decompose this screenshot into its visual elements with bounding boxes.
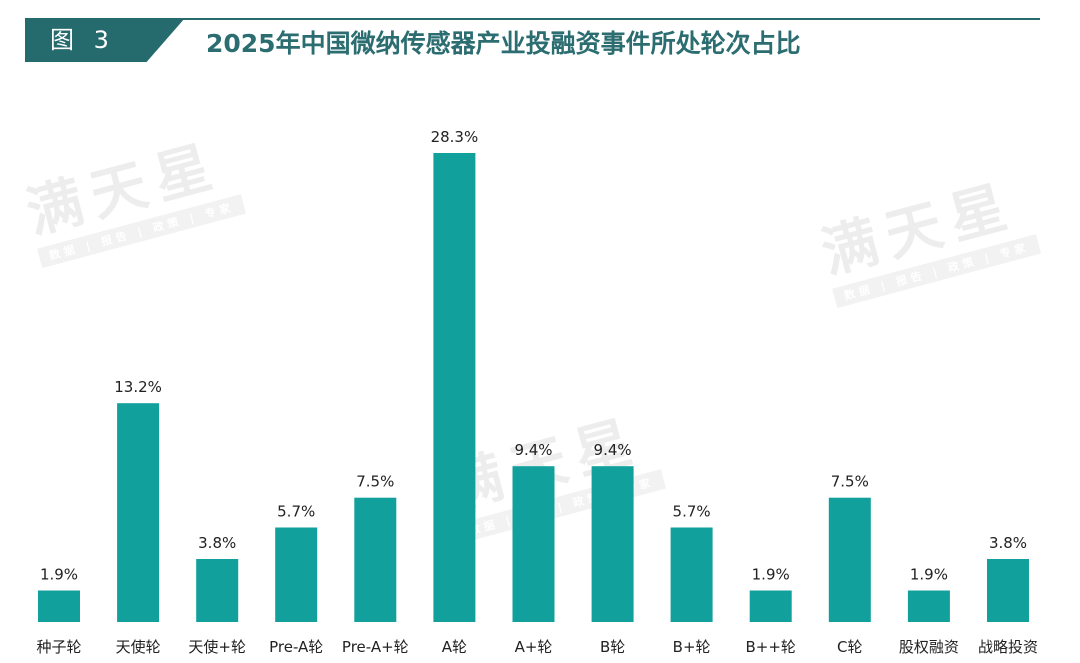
value-label: 9.4% (594, 441, 632, 459)
chart-title: 2025年中国微纳传感器产业投融资事件所处轮次占比 (206, 29, 801, 58)
bar-3 (275, 527, 318, 622)
bar-5 (433, 153, 476, 622)
value-label: 1.9% (40, 566, 78, 584)
figure-header: 图 3 2025年中国微纳传感器产业投融资事件所处轮次占比 (0, 0, 1080, 70)
bar-9 (749, 590, 792, 622)
bar-0 (38, 590, 80, 622)
category-label: A轮 (442, 638, 467, 656)
value-label: 3.8% (989, 534, 1027, 552)
value-label: 5.7% (673, 503, 711, 521)
category-label: 战略投资 (978, 638, 1038, 656)
category-label: C轮 (837, 638, 862, 656)
value-label: 1.9% (910, 566, 948, 584)
category-label: 股权融资 (899, 638, 959, 656)
value-label: 7.5% (831, 473, 869, 491)
bar-12 (987, 559, 1029, 622)
category-label: A+轮 (515, 638, 553, 656)
category-label: 种子轮 (36, 638, 81, 656)
value-label: 5.7% (277, 503, 315, 521)
value-label: 9.4% (514, 441, 552, 459)
category-label: Pre-A轮 (269, 638, 323, 656)
category-label: B轮 (600, 638, 625, 656)
bar-8 (670, 527, 713, 622)
value-label: 7.5% (356, 473, 394, 491)
value-label: 28.3% (431, 128, 479, 146)
bar-2 (196, 559, 239, 622)
value-label: 13.2% (114, 378, 162, 396)
value-label: 3.8% (198, 534, 236, 552)
category-label: 天使+轮 (188, 638, 246, 656)
bar-6 (512, 466, 555, 622)
category-label: 天使轮 (116, 638, 161, 656)
bar-10 (828, 497, 871, 622)
bar-4 (354, 497, 397, 622)
header-rule (175, 18, 1040, 20)
category-label: B++轮 (745, 638, 795, 656)
category-label: Pre-A+轮 (342, 638, 409, 656)
figure-number: 图 3 (50, 26, 115, 54)
value-label: 1.9% (752, 566, 790, 584)
bar-7 (591, 466, 634, 622)
category-label: B+轮 (673, 638, 711, 656)
bar-1 (117, 403, 160, 622)
bar-11 (907, 590, 950, 622)
